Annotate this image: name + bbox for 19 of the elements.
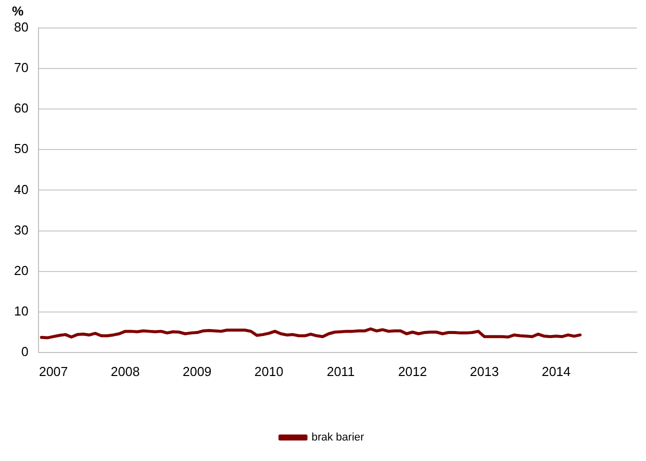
x-tick-label: 2012 <box>398 364 427 379</box>
y-tick-label: 30 <box>14 222 28 238</box>
y-tick-label: 20 <box>14 262 28 278</box>
x-tick-label: 2008 <box>110 364 140 379</box>
y-axis-title: % <box>12 4 24 19</box>
y-tick-label: 0 <box>21 344 28 359</box>
y-tick-label: 40 <box>14 182 28 197</box>
y-tick-label: 80 <box>14 20 28 35</box>
y-tick-label: 10 <box>14 303 28 318</box>
y-tick-label: 60 <box>14 100 28 116</box>
x-tick-label: 2011 <box>326 364 355 379</box>
x-tick-label: 2007 <box>38 364 68 379</box>
x-tick-label: 2013 <box>470 364 499 379</box>
x-tick-label: 2009 <box>182 364 212 379</box>
legend-label: brak barier <box>311 432 364 444</box>
x-tick-label: 2014 <box>542 364 571 379</box>
y-tick-label: 70 <box>14 60 28 76</box>
x-tick-label: 2010 <box>254 364 284 379</box>
y-tick-label: 50 <box>14 141 28 156</box>
